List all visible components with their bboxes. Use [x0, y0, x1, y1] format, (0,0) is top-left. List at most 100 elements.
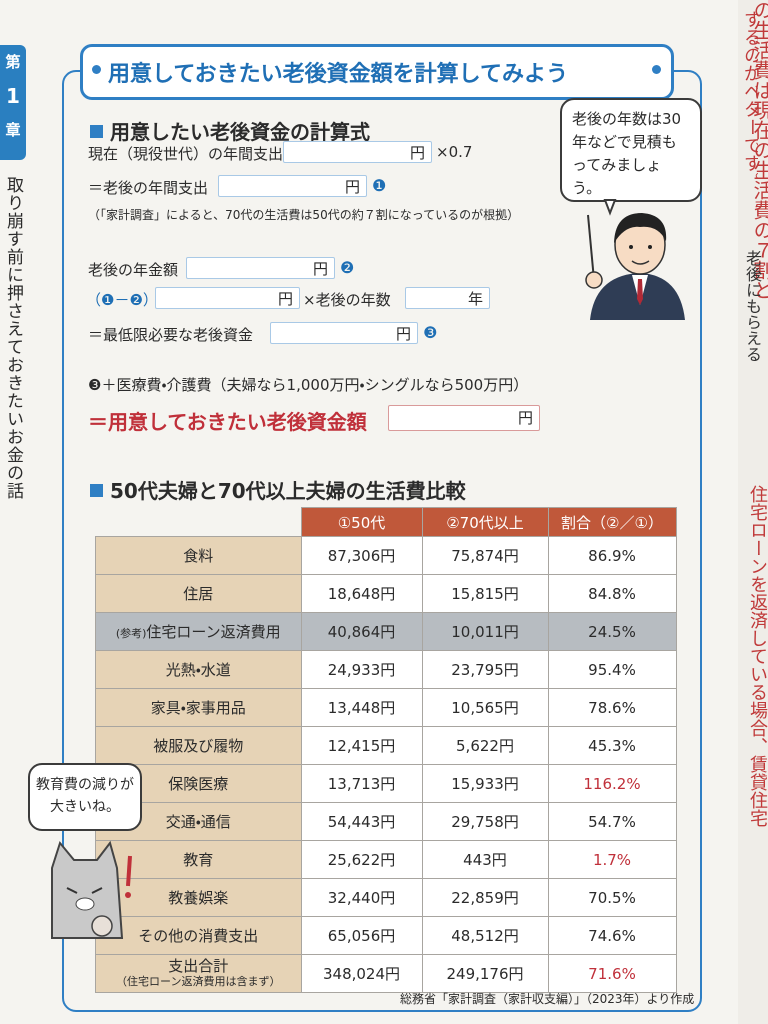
value-cell: 87,306円: [300, 536, 423, 575]
value-cell: 249,176円: [421, 954, 549, 993]
label-note: （住宅ローン返済費用は含まず）: [116, 974, 281, 988]
value-cell: 25,622円: [300, 840, 423, 879]
value-cell: 54,443円: [300, 802, 423, 841]
table-row: 被服及び履物 12,415円 5,622円 45.3%: [95, 726, 677, 765]
chapter-bottom: 章: [5, 121, 21, 139]
next-page-text: 老後にもらえる: [743, 250, 762, 362]
input-box: 円: [155, 287, 300, 309]
title-dot: [92, 65, 101, 74]
value-cell: 10,011円: [421, 612, 549, 651]
label-text: その他の消費支出: [138, 927, 259, 945]
value-cell: 23,795円: [421, 650, 549, 689]
value-cell: 48,512円: [421, 916, 549, 955]
comparison-table: ①50代 ②70代以上 割合（②／①） 食料 87,306円 75,874円 86.9% 住居…: [95, 507, 677, 993]
row-label: 家具・家事用品: [95, 688, 302, 727]
value-cell: 15,815円: [421, 574, 549, 613]
next-page-text: するのがベターです。: [741, 10, 762, 190]
table-row: 光熱・水道 24,933円 23,795円 95.4%: [95, 650, 677, 689]
table-row: 教養娯楽 32,440円 22,859円 70.5%: [95, 878, 677, 917]
formula-result: ＝用意しておきたい老後資金額: [88, 410, 367, 434]
title-box: [80, 44, 674, 100]
table-row: 交通・通信 54,443円 29,758円 54.7%: [95, 802, 677, 841]
value-cell: 1.7%: [547, 840, 677, 879]
value-cell: 84.8%: [547, 574, 677, 613]
label-text: 被服及び履物: [153, 737, 244, 755]
value-cell: 29,758円: [421, 802, 549, 841]
value-cell: 18,648円: [300, 574, 423, 613]
cat-illustration: [51, 840, 132, 939]
value-cell: 12,415円: [300, 726, 423, 765]
input-box: 円: [218, 175, 367, 197]
next-page-text: の生活費は現在の生活費の７割と: [750, 0, 768, 300]
table-row: 教育 25,622円 443円 1.7%: [95, 840, 677, 879]
marker: ❷: [340, 258, 355, 277]
row-label: (参考)住宅ローン返済費用: [95, 612, 302, 651]
page-title: 用意しておきたい老後資金額を計算してみよう: [108, 62, 569, 87]
formula-text: ×老後の年数: [303, 291, 391, 309]
cat-speech-bubble: 教育費の減りが大きいね。: [28, 763, 142, 831]
marker: ❶: [372, 176, 387, 195]
header-cell: ①50代: [300, 507, 423, 537]
chapter-tab: 第 1 章: [0, 45, 26, 160]
value-cell: 78.6%: [547, 688, 677, 727]
row-label: 支出合計 （住宅ローン返済費用は含まず）: [95, 954, 302, 993]
value-cell: 22,859円: [421, 878, 549, 917]
input-box: 円: [186, 257, 335, 279]
value-cell: 74.6%: [547, 916, 677, 955]
label-text: 教養娯楽: [168, 889, 229, 907]
value-cell: 45.3%: [547, 726, 677, 765]
speech-bubble: 老後の年数は30年などで見積もってみましょう。: [560, 98, 702, 202]
value-cell: 13,448円: [300, 688, 423, 727]
value-cell: 75,874円: [421, 536, 549, 575]
formula-text: ❸＋医療費・介護費（夫婦なら1,000万円・シングルなら500万円）: [88, 376, 529, 394]
table-row: その他の消費支出 65,056円 48,512円 74.6%: [95, 916, 677, 955]
table-row: 支出合計 （住宅ローン返済費用は含まず） 348,024円 249,176円 71.6%: [95, 954, 677, 993]
chapter-top: 第: [5, 53, 21, 71]
formula-note: （「家計調査」によると、70代の生活費は50代の約７割になっているのが根拠）: [88, 208, 520, 222]
row-label: 光熱・水道: [95, 650, 302, 689]
label-text: 教育: [183, 851, 214, 869]
header-cell: ②70代以上: [421, 507, 549, 537]
header-cell: [96, 508, 302, 537]
input-box: 円: [283, 141, 432, 163]
formula-text: 現在（現役世代）の年間支出: [88, 145, 284, 163]
header-cell: 割合（②／①）: [547, 507, 677, 537]
value-cell: 71.6%: [547, 954, 677, 993]
presenter-illustration: [585, 199, 685, 320]
label-text: 食料: [183, 547, 214, 565]
label-text: 交通・通信: [165, 813, 231, 831]
formula-text: （❶－❷）: [86, 291, 158, 309]
source-note: 総務省「家計調査（家計収支編）」（2023年）より作成: [400, 992, 695, 1006]
label-text: 住居: [183, 585, 214, 603]
value-cell: 13,713円: [300, 764, 423, 803]
value-cell: 65,056円: [300, 916, 423, 955]
value-cell: 40,864円: [300, 612, 423, 651]
label-text: 光熱・水道: [165, 661, 231, 679]
value-cell: 95.4%: [547, 650, 677, 689]
label-prefix: (参考): [115, 627, 147, 640]
value-cell: 70.5%: [547, 878, 677, 917]
running-title: 取り崩す前に押さえておきたいお金の話: [3, 176, 23, 500]
input-box: 円: [270, 322, 418, 344]
label-text: 保険医療: [168, 775, 229, 793]
label-text: 家具・家事用品: [150, 699, 246, 717]
value-cell: 15,933円: [421, 764, 549, 803]
row-label: 被服及び履物: [95, 726, 302, 765]
label-text: 支出合計: [168, 956, 229, 975]
value-cell: 10,565円: [421, 688, 549, 727]
value-cell: 116.2%: [547, 764, 677, 803]
input-box: 年: [405, 287, 490, 309]
section-heading: 用意したい老後資金の計算式: [90, 116, 370, 145]
value-cell: 32,440円: [300, 878, 423, 917]
table-row: 家具・家事用品 13,448円 10,565円 78.6%: [95, 688, 677, 727]
label-text: 住宅ローン返済費用: [146, 623, 281, 641]
table-row: (参考)住宅ローン返済費用 40,864円 10,011円 24.5%: [95, 612, 677, 651]
row-label: 住居: [95, 574, 302, 613]
title-dot: [652, 65, 661, 74]
formula-text: ＝最低限必要な老後資金: [88, 326, 254, 344]
chapter-number: 1: [6, 84, 20, 108]
value-cell: 54.7%: [547, 802, 677, 841]
table-row: 保険医療 13,713円 15,933円 116.2%: [95, 764, 677, 803]
next-page-text: 住宅ローンを返済している場合、賃貸住宅: [747, 485, 768, 827]
